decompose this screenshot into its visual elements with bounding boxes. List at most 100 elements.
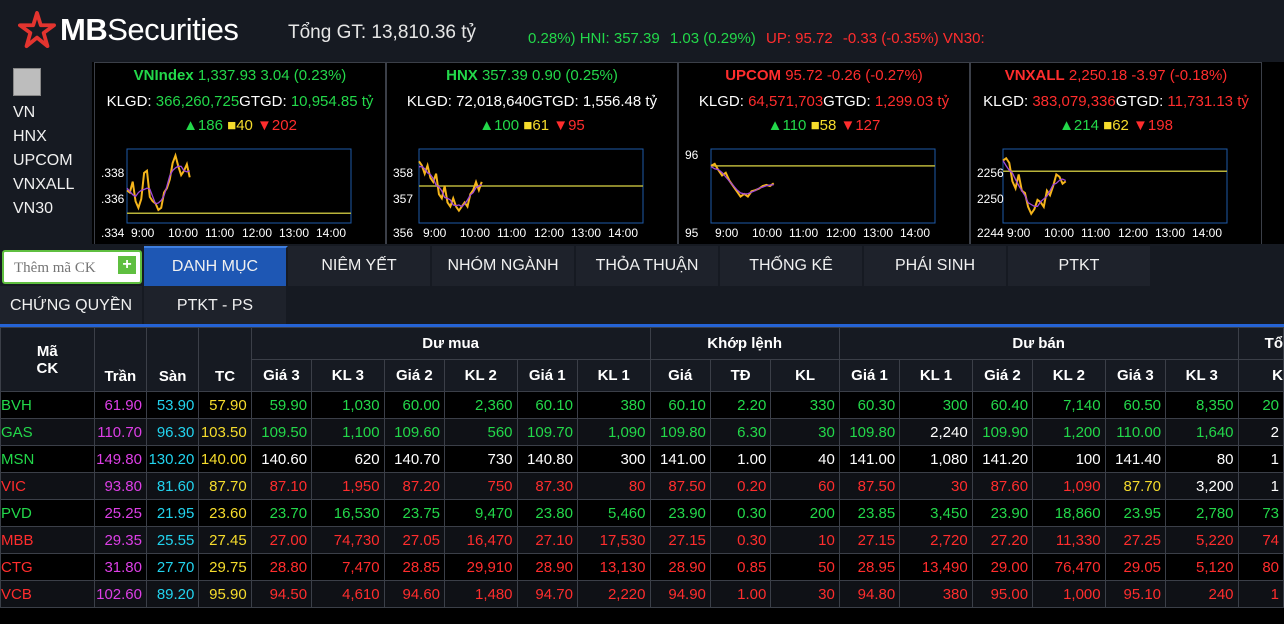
symbol-cell[interactable]: CTG [0,553,95,581]
symbol-cell[interactable]: BVH [0,391,95,419]
price-cell: 27.45 [198,526,252,554]
table-row[interactable]: BVH 61.90 53.90 57.90 59.90 1,030 60.00 2,360 60… [0,391,1284,419]
col-ceiling[interactable]: Trần [93,327,148,392]
index-card-hnx[interactable]: HNX 357.39 0.90 (0.25%) KLGD: 72,018,640G… [386,62,678,246]
mbs-logo[interactable]: MBSecurities [18,10,239,50]
col-sell-1[interactable]: KL 1 [899,359,973,392]
index-card-vnxall[interactable]: VNXALL 2,250.18 -3.97 (-0.18%) KLGD: 383,… [970,62,1262,246]
col-symbol[interactable]: Mã CK [0,327,95,392]
price-cell: 5,120 [1165,553,1239,581]
table-row[interactable]: VIC 93.80 81.60 87.70 87.10 1,950 87.20 750 87.3… [0,472,1284,500]
menu-item-vn30[interactable]: VN30 [13,200,54,217]
price-cell: 87.30 [516,472,578,500]
x-tick-label: 9:00 [1007,226,1031,240]
tab-underline [0,324,1284,327]
table-row[interactable]: CTG 31.80 27.70 29.75 28.80 7,470 28.85 29,910 2… [0,553,1284,581]
price-cell: 380 [576,391,651,419]
col-buy-5[interactable]: KL 1 [576,359,651,392]
price-cell: 3,450 [899,499,973,527]
tab-niem-yet[interactable]: NIÊM YẾT [288,246,432,286]
tab-ptkt-ps[interactable]: PTKT - PS [144,286,288,326]
price-cell: 141.20 [971,445,1034,473]
col-floor[interactable]: Sàn [145,327,200,392]
price-cell: 2,780 [1165,499,1239,527]
index-ticker: 0.28%) HNI: 357.39 1.03 (0.29%) UP: 95.7… [528,30,1284,47]
table-row[interactable]: VCB 102.60 89.20 95.90 94.50 4,610 94.60 1,480 9… [0,580,1284,608]
col-buy-2[interactable]: Giá 2 [383,359,446,392]
y-tick-label: 357 [393,192,413,206]
table-row[interactable]: MSN 149.80 130.20 140.00 140.60 620 140.70 730 1… [0,445,1284,473]
col-sell-3[interactable]: KL 2 [1032,359,1106,392]
price-cell: 94.90 [649,580,711,608]
price-cell: 0.30 [709,499,772,527]
x-tick-label: 14:00 [1192,226,1222,240]
table-row[interactable]: PVD 25.25 21.95 23.60 23.70 16,530 23.75 9,470 2… [0,499,1284,527]
price-cell: 1,000 [1032,580,1106,608]
col-buy-3[interactable]: KL 2 [444,359,518,392]
menu-square-icon[interactable] [13,68,41,96]
price-cell: 5,460 [576,499,651,527]
col-buy-0[interactable]: Giá 3 [250,359,313,392]
price-cell: 74 [1237,526,1284,554]
add-symbol-input[interactable] [12,254,116,282]
col-buy-4[interactable]: Giá 1 [516,359,578,392]
index-card-vnindex[interactable]: VNIndex 1,337.93 3.04 (0.23%) KLGD: 366,2… [94,62,386,246]
price-cell: 16,530 [311,499,385,527]
x-tick-label: 12:00 [1118,226,1148,240]
tab-phai-sinh[interactable]: PHÁI SINH [864,246,1008,286]
price-cell: 7,140 [1032,391,1106,419]
col-match-1[interactable]: TĐ [709,359,772,392]
tab-ptkt[interactable]: PTKT [1008,246,1152,286]
symbol-cell[interactable]: VIC [0,472,95,500]
x-tick-label: 13:00 [571,226,601,240]
y-tick-label: 2256 [977,166,1004,180]
price-cell: 31.80 [93,553,148,581]
index-breadth: ▲110 ■58 ▼127 [767,117,881,134]
col-buy-1[interactable]: KL 3 [311,359,385,392]
price-board: Mã CK Trần Sàn TC Dư mua Khớp lệnh Dư bán… [0,327,1284,608]
price-cell: 140.00 [198,445,252,473]
table-row[interactable]: MBB 29.35 25.55 27.45 27.00 74,730 27.05 16,470… [0,526,1284,554]
price-cell: 60 [770,472,840,500]
col-match-2[interactable]: KL [770,359,840,392]
add-symbol-box: + [2,250,142,284]
price-cell: 109.80 [838,418,901,446]
price-cell: 87.70 [198,472,252,500]
price-cell: 110.70 [93,418,148,446]
symbol-cell[interactable]: PVD [0,499,95,527]
price-cell: 1 [1237,472,1284,500]
price-cell: 6.30 [709,418,772,446]
col-sell-0[interactable]: Giá 1 [838,359,901,392]
menu-item-hnx[interactable]: HNX [13,128,47,145]
col-sell-4[interactable]: Giá 3 [1104,359,1167,392]
symbol-cell[interactable]: VCB [0,580,95,608]
menu-item-vnxall[interactable]: VNXALL [13,176,75,193]
menu-item-vn[interactable]: VN [13,104,36,121]
col-sell-2[interactable]: Giá 2 [971,359,1034,392]
col-sell-5[interactable]: KL 3 [1165,359,1239,392]
tab-nhom-nganh[interactable]: NHÓM NGÀNH [432,246,576,286]
index-card-upcom[interactable]: UPCOM 95.72 -0.26 (-0.27%) KLGD: 64,571,7… [678,62,970,246]
tab-chung-quyen[interactable]: CHỨNG QUYỀN [0,286,144,326]
menu-item-upcom[interactable]: UPCOM [13,152,73,169]
symbol-cell[interactable]: GAS [0,418,95,446]
symbol-cell[interactable]: MSN [0,445,95,473]
price-cell: 27.00 [250,526,313,554]
tab-thong-ke[interactable]: THỐNG KÊ [720,246,864,286]
tab-danh-muc[interactable]: DANH MỤC [144,246,288,286]
table-row[interactable]: GAS 110.70 96.30 103.50 109.50 1,100 109.60 560… [0,418,1284,446]
col-match-0[interactable]: Giá [649,359,711,392]
price-cell: 140.80 [516,445,578,473]
symbol-cell[interactable]: MBB [0,526,95,554]
tab-thoa-thuan[interactable]: THỎA THUẬN [576,246,720,286]
price-cell: 60.00 [383,391,446,419]
price-cell: 94.50 [250,580,313,608]
col-reference[interactable]: TC [198,327,252,392]
price-cell: 2,240 [899,418,973,446]
index-title: VNXALL 2,250.18 -3.97 (-0.18%) [1004,67,1228,84]
col-total-volume[interactable]: K [1237,359,1284,392]
index-breadth: ▲100 ■61 ▼95 [479,117,585,134]
price-cell: 0.85 [709,553,772,581]
price-cell: 23.90 [649,499,711,527]
add-symbol-plus-icon[interactable]: + [118,256,136,274]
